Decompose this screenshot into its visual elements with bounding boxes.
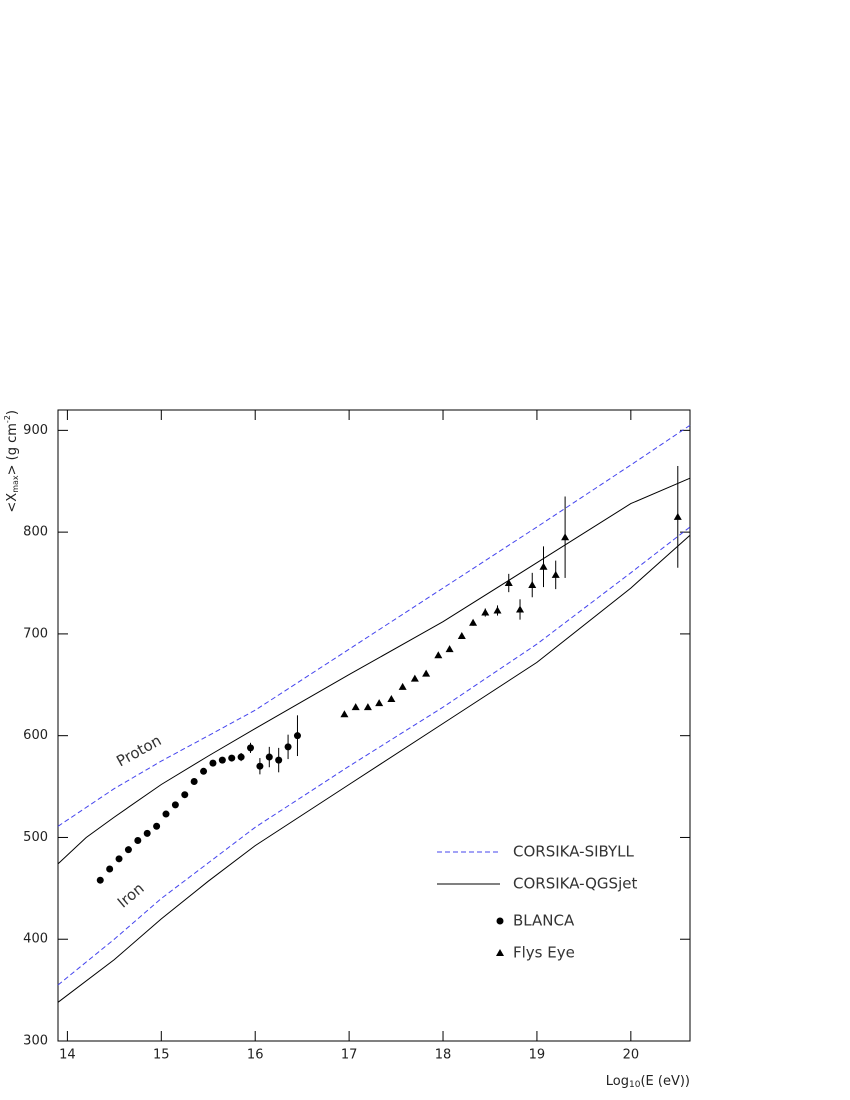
data-point [134, 837, 142, 845]
data-point [387, 695, 396, 703]
legend-label: CORSIKA-QGSjet [513, 875, 637, 893]
y-label-sub: max [11, 475, 20, 493]
x-tick-label: 20 [623, 1048, 640, 1063]
model-curve [57, 424, 691, 827]
data-point [340, 710, 349, 718]
data-point [422, 669, 431, 677]
data-point [673, 512, 682, 520]
data-point [143, 829, 151, 837]
data-point [375, 699, 384, 707]
data-point [551, 570, 560, 578]
data-point [171, 801, 179, 809]
y-label-part: > (g cm [5, 423, 20, 475]
data-point [237, 753, 245, 761]
data-point [181, 791, 189, 799]
y-axis-label: <Xmax> (g cm-2) [3, 410, 20, 513]
data-point [218, 756, 226, 764]
data-point [561, 533, 570, 541]
x-tick-label: 18 [435, 1048, 452, 1063]
data-point [493, 606, 502, 614]
data-point [200, 767, 208, 775]
x-tick-label: 17 [341, 1048, 358, 1063]
data-point [190, 777, 198, 785]
x-tick-label: 19 [529, 1048, 546, 1063]
data-point [434, 651, 443, 659]
data-point [106, 865, 114, 873]
data-point [516, 605, 525, 613]
y-tick-label: 800 [23, 525, 48, 540]
data-point [398, 682, 407, 690]
data-point [504, 579, 513, 587]
data-point [284, 743, 292, 751]
data-point [124, 846, 132, 854]
data-point [410, 674, 419, 682]
legend-label: CORSIKA-SIBYLL [513, 843, 635, 861]
legend-marker [496, 917, 504, 925]
data-point [293, 732, 301, 740]
y-label-part: <X [5, 493, 20, 513]
data-point [457, 631, 466, 639]
annotation: Iron [114, 879, 148, 911]
data-point [256, 762, 264, 770]
x-label-sub: 10 [629, 1080, 641, 1090]
x-tick-label: 15 [153, 1048, 170, 1063]
y-tick-label: 700 [23, 626, 48, 641]
data-point [351, 703, 360, 711]
legend-marker [496, 949, 504, 956]
data-point [481, 608, 490, 616]
legend-label: Flys Eye [513, 944, 575, 962]
model-curve [57, 477, 691, 865]
y-label-sup: -2 [3, 415, 12, 423]
data-point [162, 810, 170, 818]
x-tick-label: 16 [247, 1048, 264, 1063]
legend-label: BLANCA [513, 912, 575, 930]
data-point [209, 759, 217, 767]
data-point [265, 753, 273, 761]
data-point [228, 754, 236, 762]
model-curve [57, 526, 691, 986]
model-curve [57, 534, 691, 1003]
y-tick-label: 500 [23, 830, 48, 845]
x-label-part: (E (eV)) [640, 1074, 690, 1089]
y-tick-label: 600 [23, 728, 48, 743]
data-point [275, 756, 283, 764]
data-point [445, 645, 454, 653]
plot-frame [57, 409, 691, 1042]
x-label-part: Log [606, 1074, 629, 1089]
y-label-part: ) [5, 410, 20, 415]
data-point [153, 822, 161, 830]
y-tick-label: 400 [23, 932, 48, 947]
data-point [469, 618, 478, 626]
data-point [96, 876, 104, 884]
data-point [539, 562, 548, 570]
data-point [363, 703, 372, 711]
y-tick-label: 300 [23, 1034, 48, 1049]
x-tick-label: 14 [59, 1048, 76, 1063]
y-tick-label: 900 [23, 423, 48, 438]
x-axis-label: Log10(E (eV)) [606, 1074, 690, 1090]
data-point [115, 855, 123, 863]
annotation: Proton [113, 731, 164, 770]
data-point [247, 744, 255, 752]
data-point [528, 581, 537, 589]
